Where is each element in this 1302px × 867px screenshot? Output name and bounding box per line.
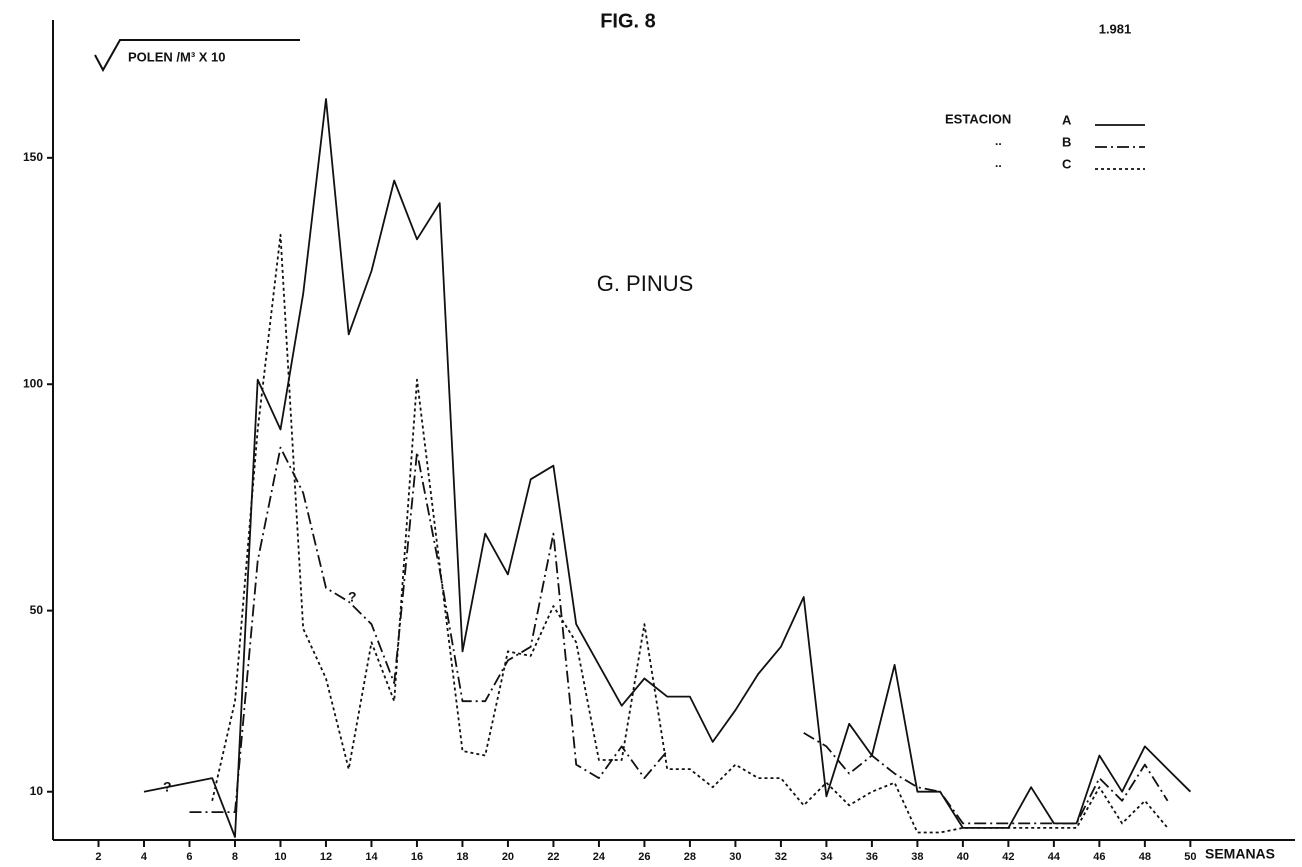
x-tick-label: 36 xyxy=(866,851,878,863)
x-tick-label: 24 xyxy=(593,851,606,863)
chart-title: FIG. 8 xyxy=(600,10,656,32)
x-tick-label: 20 xyxy=(502,851,514,863)
x-tick-label: 16 xyxy=(411,851,423,863)
y-tick-label: 100 xyxy=(23,376,43,390)
year-label: 1.981 xyxy=(1099,21,1132,36)
x-tick-label: 18 xyxy=(456,851,468,863)
x-tick-label: 2 xyxy=(95,851,101,863)
series-line xyxy=(143,98,1192,838)
x-tick-label: 42 xyxy=(1002,851,1014,863)
x-tick-label: 8 xyxy=(232,851,238,863)
series-line xyxy=(189,446,1169,825)
x-tick-label: 50 xyxy=(1184,851,1196,863)
legend-ditto: .. xyxy=(995,134,1002,148)
x-tick-label: 26 xyxy=(638,851,650,863)
x-tick-label: 14 xyxy=(365,851,378,863)
legend-label: A xyxy=(1062,112,1072,127)
subtitle: G. PINUS xyxy=(597,271,694,296)
legend-ditto: .. xyxy=(995,156,1002,170)
x-tick-label: 32 xyxy=(775,851,787,863)
x-tick-label: 30 xyxy=(729,851,741,863)
legend-label: B xyxy=(1062,134,1071,149)
x-tick-label: 38 xyxy=(911,851,923,863)
radical-sign xyxy=(94,39,300,73)
legend-title: ESTACION xyxy=(945,111,1011,126)
annotation: ? xyxy=(348,589,357,605)
legend-label: C xyxy=(1062,156,1072,171)
x-tick-label: 44 xyxy=(1048,851,1061,863)
x-tick-label: 12 xyxy=(320,851,332,863)
x-tick-label: 40 xyxy=(957,851,969,863)
y-tick-label: 150 xyxy=(23,150,43,164)
x-tick-label: 46 xyxy=(1093,851,1105,863)
y-tick-label: 10 xyxy=(30,784,44,798)
x-tick-label: 4 xyxy=(141,851,148,863)
y-axis-label: POLEN /M³ X 10 xyxy=(128,49,226,64)
x-tick-label: 34 xyxy=(820,851,833,863)
x-axis-label: SEMANAS xyxy=(1205,846,1275,862)
y-tick-label: 50 xyxy=(30,603,44,617)
series-line xyxy=(211,233,1169,834)
x-tick-label: 48 xyxy=(1139,851,1151,863)
x-tick-label: 10 xyxy=(274,851,286,863)
x-tick-label: 6 xyxy=(186,851,192,863)
x-tick-label: 28 xyxy=(684,851,696,863)
x-tick-label: 22 xyxy=(547,851,559,863)
